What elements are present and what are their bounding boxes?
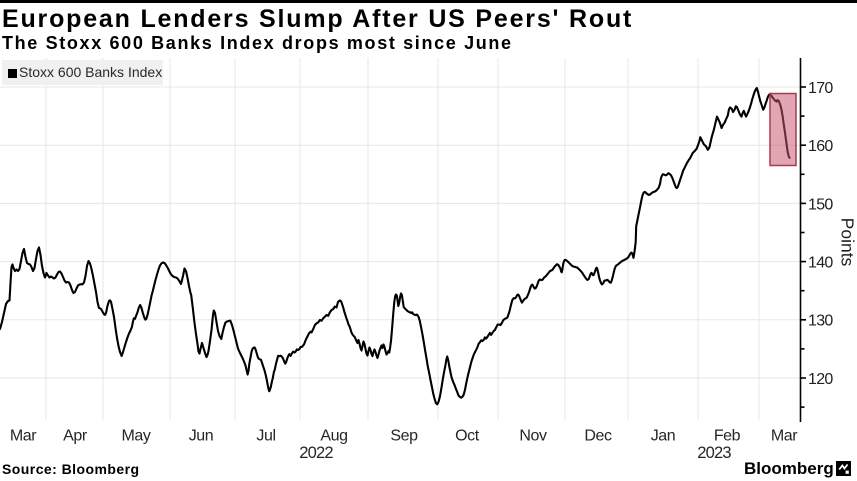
svg-text:170: 170 [808,80,833,97]
svg-text:160: 160 [808,138,833,155]
svg-text:Aug: Aug [320,428,347,445]
svg-text:Nov: Nov [519,428,547,445]
svg-text:Mar: Mar [771,428,798,445]
svg-text:140: 140 [808,255,833,272]
svg-text:May: May [121,428,150,445]
svg-text:2022: 2022 [299,444,333,462]
svg-text:2023: 2023 [697,444,731,462]
svg-text:Feb: Feb [714,428,741,445]
svg-text:150: 150 [808,196,833,213]
svg-text:Jun: Jun [189,428,214,445]
svg-text:Points: Points [838,218,857,267]
svg-text:Sep: Sep [390,428,418,445]
svg-text:Jan: Jan [651,428,676,445]
svg-text:Dec: Dec [584,428,612,445]
svg-text:Oct: Oct [455,428,480,445]
svg-text:Jul: Jul [256,428,275,445]
svg-text:130: 130 [808,313,833,330]
svg-text:Apr: Apr [63,428,88,445]
svg-text:120: 120 [808,371,833,388]
svg-text:Mar: Mar [10,428,37,445]
